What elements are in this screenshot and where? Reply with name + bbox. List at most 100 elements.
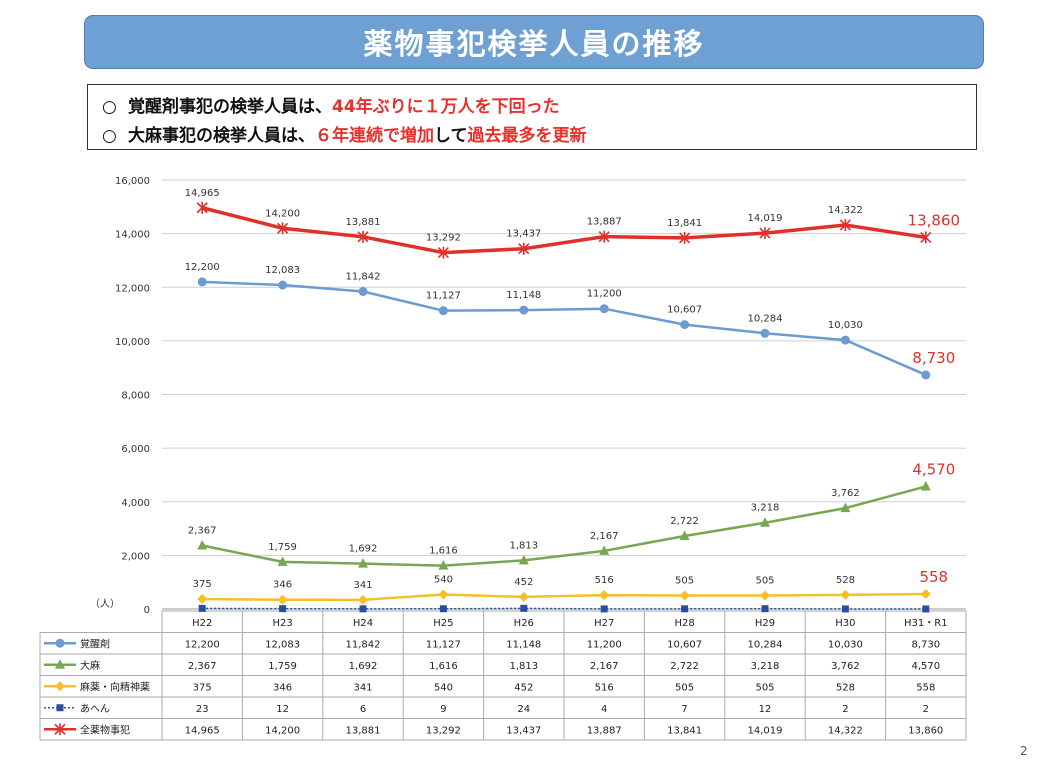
table-cell: 505: [675, 682, 694, 693]
summary-line-2: ○ 大麻事犯の検挙人員は、６年連続で増加して過去最多を更新: [102, 121, 587, 146]
table-cell: 11,127: [426, 639, 461, 650]
data-point: [357, 230, 369, 243]
line-chart: 0 2,000 4,000 6,000 8,000 10,000 12,000 14,000 1…: [39, 176, 967, 741]
data-label: 1,616: [429, 546, 458, 557]
table-cell: 12: [759, 704, 772, 715]
data-point: [922, 605, 930, 613]
data-point: [759, 227, 771, 240]
series-line: [201, 206, 927, 255]
x-tick-label: H28: [674, 618, 694, 629]
x-tick-label: H27: [594, 618, 614, 629]
data-point: [279, 605, 287, 613]
data-point: [196, 201, 208, 214]
data-point: [679, 530, 690, 541]
table-cell: 3,762: [831, 661, 860, 672]
data-label: 505: [755, 575, 774, 586]
data-label: 13,860: [908, 211, 961, 229]
x-tick-label: H25: [433, 618, 453, 629]
table-cell: 14,019: [748, 725, 783, 736]
data-point: [761, 605, 769, 613]
data-point: [681, 605, 689, 613]
data-label: 14,322: [828, 205, 863, 216]
data-point: [840, 589, 851, 600]
data-point: [55, 659, 65, 669]
data-point: [920, 231, 932, 244]
data-point: [760, 517, 770, 527]
legend-label: 覚醒剤: [80, 637, 110, 650]
table-cell: 2,367: [188, 661, 217, 672]
table-cell: 4: [601, 704, 607, 715]
data-point: [600, 605, 608, 613]
summary-text: 覚醒剤事犯の検挙人員は、: [128, 97, 332, 117]
x-tick-label: H22: [192, 618, 212, 629]
table-cell: 1,692: [349, 661, 378, 672]
table-cell: 9: [440, 704, 446, 715]
table-cell: 13,292: [426, 725, 461, 736]
table-cell: 4,570: [911, 661, 940, 672]
summary-highlight: 過去最多を更新: [467, 126, 587, 146]
table-cell: 11,148: [506, 639, 541, 650]
data-label: 346: [273, 580, 292, 591]
data-label: 14,200: [265, 208, 300, 219]
table-cell: 3,218: [751, 661, 780, 672]
y-tick-label: 8,000: [121, 391, 150, 402]
series-line: [201, 485, 927, 567]
table-cell: 1,616: [429, 661, 458, 672]
table-cell: 14,322: [828, 725, 863, 736]
data-label: 528: [836, 575, 855, 586]
bullet-icon: ○: [102, 126, 117, 146]
data-point: [920, 589, 931, 600]
data-point: [277, 222, 289, 235]
legend-label: 全薬物事犯: [80, 723, 130, 736]
data-label: 452: [514, 577, 533, 588]
legend-label: 麻薬・向精神薬: [80, 680, 150, 693]
data-point: [278, 280, 288, 290]
table-cell: 13,860: [908, 725, 943, 736]
y-tick-label: 14,000: [115, 230, 150, 241]
data-point: [840, 502, 851, 513]
data-point: [920, 480, 931, 491]
data-label: 11,127: [426, 291, 461, 302]
data-point: [358, 286, 368, 296]
table-cell: 2: [842, 704, 848, 715]
data-point: [197, 540, 208, 550]
table-cell: 12,083: [265, 639, 300, 650]
table-cell: 2,167: [590, 661, 619, 672]
data-label: 12,200: [185, 262, 220, 273]
table-cell: 2,722: [670, 661, 699, 672]
table-cell: 24: [517, 704, 530, 715]
table-cell: 346: [273, 682, 292, 693]
data-label: 13,881: [346, 217, 381, 228]
data-label: 14,019: [748, 213, 783, 224]
data-point: [518, 242, 530, 255]
data-label: 3,762: [831, 488, 860, 499]
data-point: [520, 604, 528, 612]
table-cell: 505: [755, 682, 774, 693]
data-label: 1,759: [268, 542, 297, 553]
data-point: [839, 218, 851, 231]
summary-line-1: ○ 覚醒剤事犯の検挙人員は、44年ぶりに１万人を下回った: [102, 92, 560, 117]
table-cell: 452: [514, 682, 533, 693]
summary-box: ○ 覚醒剤事犯の検挙人員は、44年ぶりに１万人を下回った ○ 大麻事犯の検挙人員は、…: [87, 84, 977, 150]
data-label: 2,167: [590, 531, 619, 542]
data-label: 13,292: [426, 233, 461, 244]
series-line: [202, 607, 926, 610]
data-point: [598, 230, 610, 243]
summary-highlight: ６年連続で増加: [315, 126, 434, 146]
table-cell: 11,200: [587, 639, 622, 650]
table-cell: 23: [196, 704, 209, 715]
data-label: 540: [434, 575, 453, 586]
data-point: [518, 591, 529, 602]
data-point: [679, 590, 690, 601]
table-cell: 1,759: [268, 661, 297, 672]
data-label: 1,813: [509, 540, 538, 551]
x-tick-label: H31・R1: [904, 618, 948, 629]
x-tick-label: H30: [835, 618, 855, 629]
data-label: 4,570: [912, 460, 955, 478]
unit-label: （人）: [90, 598, 120, 610]
data-point: [358, 594, 368, 605]
data-label: 2,367: [188, 526, 217, 537]
data-point: [439, 605, 447, 613]
data-label: 2,722: [670, 516, 699, 527]
data-label: 11,200: [587, 289, 622, 300]
